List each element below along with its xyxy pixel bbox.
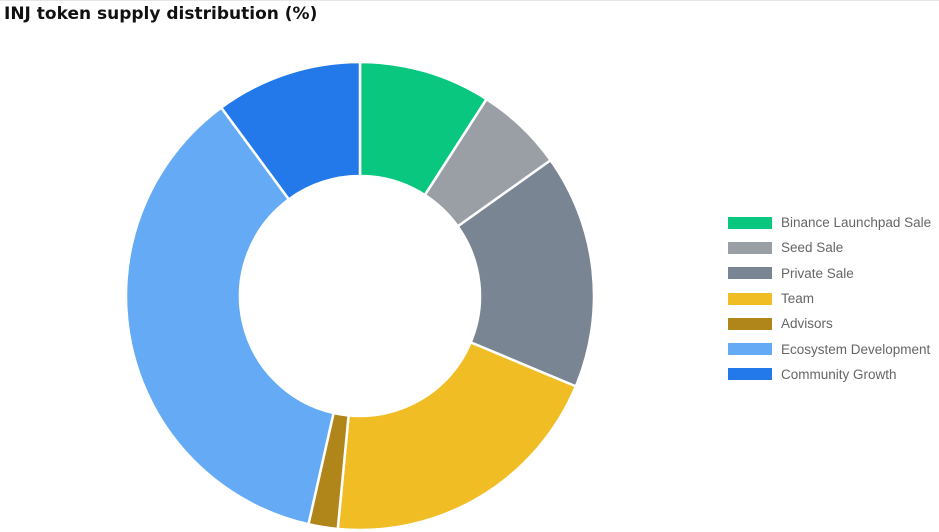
legend-swatch (728, 343, 772, 356)
slice-ecosystem-development[interactable] (124, 106, 335, 526)
donut-chart (124, 60, 596, 532)
slice-community-growth[interactable] (220, 60, 362, 201)
legend-swatch (728, 368, 772, 381)
legend-item-binance-launchpad-sale[interactable]: Binance Launchpad Sale (728, 210, 938, 235)
slice-team[interactable] (336, 341, 578, 532)
legend-label: Seed Sale (781, 240, 844, 256)
legend-swatch (728, 292, 772, 305)
legend-item-ecosystem-development[interactable]: Ecosystem Development (728, 336, 938, 361)
legend-item-team[interactable]: Team (728, 286, 938, 311)
legend-label: Team (781, 291, 815, 307)
chart-title: INJ token supply distribution (%) (4, 4, 318, 24)
legend-item-private-sale[interactable]: Private Sale (728, 261, 938, 286)
legend-item-advisors[interactable]: Advisors (728, 311, 938, 336)
slice-private-sale[interactable] (456, 159, 596, 388)
legend-label: Private Sale (781, 265, 854, 281)
legend-label: Advisors (781, 316, 833, 332)
legend-swatch (728, 216, 772, 229)
legend-item-community-growth[interactable]: Community Growth (728, 362, 938, 387)
top-divider (0, 0, 939, 1)
legend-item-seed-sale[interactable]: Seed Sale (728, 235, 938, 260)
legend-label: Binance Launchpad Sale (781, 215, 932, 231)
legend-swatch (728, 317, 772, 330)
legend-swatch (728, 241, 772, 254)
legend-label: Ecosystem Development (781, 341, 931, 357)
legend-label: Community Growth (781, 366, 897, 382)
chart-legend: Binance Launchpad Sale Seed Sale Private S… (728, 210, 938, 387)
legend-swatch (728, 267, 772, 280)
